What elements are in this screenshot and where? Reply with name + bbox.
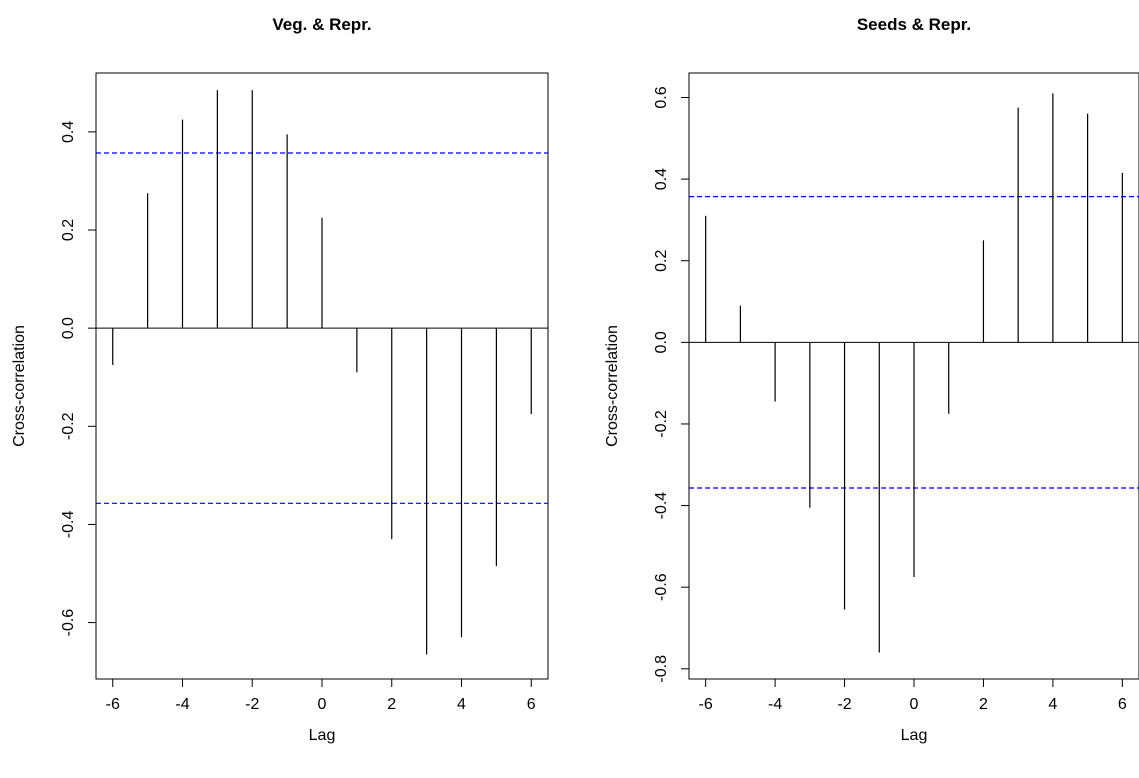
y-tick-label: -0.6 (60, 609, 77, 637)
chart-panel-veg-repr: Veg. & Repr. Lag Cross-correlation -6 -4 -… (11, 15, 549, 744)
y-axis-label: Cross-correlation (11, 325, 28, 447)
x-tick-label: -6 (106, 696, 120, 713)
plot-frame (95, 72, 549, 680)
x-axis-label: Lag (901, 727, 928, 744)
y-tick-label: -0.4 (60, 511, 77, 539)
y-tick-label: -0.4 (653, 492, 670, 520)
x-tick-label: 4 (1048, 696, 1057, 713)
x-tick-label: -2 (837, 696, 851, 713)
y-axis-label: Cross-correlation (604, 325, 621, 447)
y-tick-label: 0.4 (653, 168, 670, 190)
y-tick-label: -0.2 (653, 410, 670, 438)
x-tick-label: 0 (910, 696, 919, 713)
x-tick-label: 4 (457, 696, 466, 713)
y-tick-label: 0.2 (60, 219, 77, 241)
y-tick-label: 0.0 (60, 317, 77, 339)
x-tick-label: -4 (175, 696, 189, 713)
x-tick-label: -2 (245, 696, 259, 713)
x-tick-label: 2 (979, 696, 988, 713)
x-tick-label: 2 (387, 696, 396, 713)
chart-title: Veg. & Repr. (272, 15, 371, 34)
x-tick-label: -4 (768, 696, 782, 713)
x-tick-label: 6 (1118, 696, 1127, 713)
chart-panel-seeds-repr: Seeds & Repr. Lag Cross-correlation -6 -4… (604, 15, 1139, 744)
y-tick-label: 0.4 (60, 121, 77, 143)
x-tick-label: 6 (527, 696, 536, 713)
y-tick-label: -0.6 (653, 573, 670, 601)
y-tick-label: -0.2 (60, 412, 77, 440)
y-tick-label: 0.6 (653, 86, 670, 108)
x-tick-label: -6 (699, 696, 713, 713)
y-tick-label: 0.0 (653, 331, 670, 353)
y-tick-label: -0.8 (653, 655, 670, 683)
x-tick-label: 0 (318, 696, 327, 713)
y-tick-label: 0.2 (653, 249, 670, 271)
chart-title: Seeds & Repr. (857, 15, 971, 34)
x-axis-label: Lag (309, 727, 336, 744)
